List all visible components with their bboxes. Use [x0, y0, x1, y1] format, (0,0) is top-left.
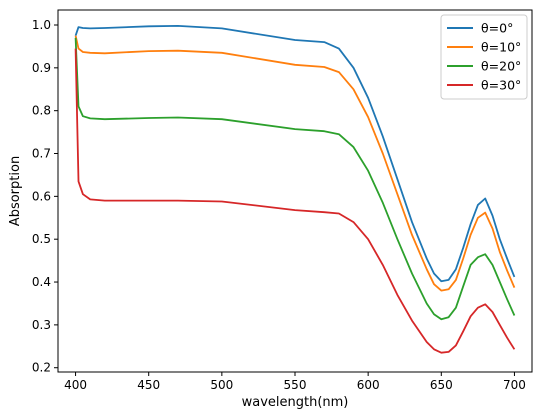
series-group [74, 25, 516, 354]
legend-label-0: θ=0° [481, 21, 513, 36]
series-line-1 [74, 35, 516, 292]
x-tick-label: 650 [430, 378, 453, 392]
y-tick-label: 1.0 [32, 18, 51, 32]
x-tick-label: 450 [137, 378, 160, 392]
x-axis: 400 450 500 550 600 650 700 [64, 372, 526, 392]
x-tick-label: 550 [284, 378, 307, 392]
y-tick-label: 0.7 [32, 147, 51, 161]
series-line-3 [74, 48, 516, 354]
y-tick-label: 0.3 [32, 318, 51, 332]
y-axis-label: Absorption [8, 156, 23, 226]
x-tick-label: 700 [503, 378, 526, 392]
y-tick-label: 0.8 [32, 104, 51, 118]
x-tick-label: 400 [64, 378, 87, 392]
legend-label-1: θ=10° [481, 40, 521, 55]
y-tick-label: 0.4 [32, 275, 51, 289]
y-tick-label: 0.6 [32, 189, 51, 203]
x-axis-label: wavelength(nm) [242, 395, 349, 410]
y-tick-label: 0.5 [32, 232, 51, 246]
y-tick-label: 0.2 [32, 361, 51, 375]
y-axis: 0.2 0.3 0.4 0.5 0.6 0.7 0.8 0.9 1.0 [32, 18, 58, 375]
x-tick-label: 600 [357, 378, 380, 392]
legend-label-2: θ=20° [481, 59, 521, 74]
series-line-2 [74, 37, 516, 321]
legend-label-3: θ=30° [481, 78, 521, 93]
y-tick-label: 0.9 [32, 61, 51, 75]
legend: θ=0° θ=10° θ=20° θ=30° [440, 14, 528, 100]
series-line-0 [74, 25, 516, 283]
x-tick-label: 500 [210, 378, 233, 392]
legend-box [440, 14, 528, 100]
